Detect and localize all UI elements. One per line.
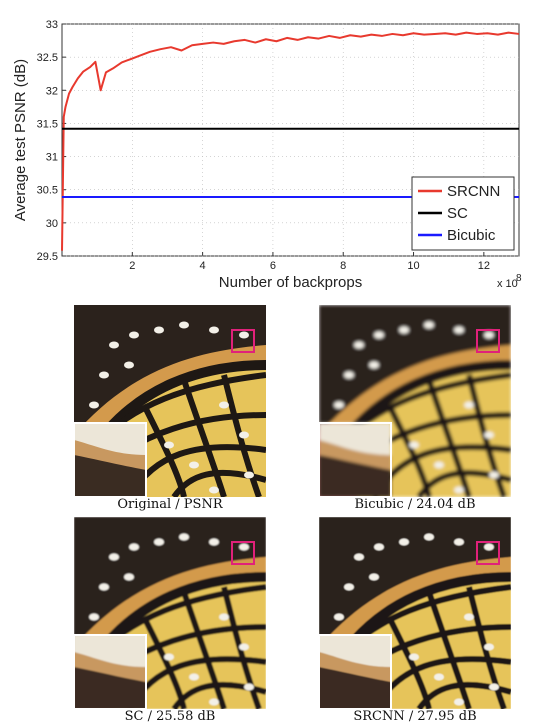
psnr-chart: 2 4 6 8 10 12 29.5 30 30.5 31 31.5 32 32.5 33 Number o… [12, 19, 522, 290]
y-tick-label: 30.5 [37, 185, 58, 197]
x-axis-title: Number of backprops [219, 274, 362, 290]
y-tick-label: 33 [46, 19, 58, 31]
legend-label-sc: SC [447, 205, 468, 222]
legend-label-bicubic: Bicubic [447, 227, 496, 244]
panel-bicubic [319, 305, 511, 497]
y-tick-label: 32 [46, 85, 58, 97]
butterfly-image [74, 305, 266, 497]
x-multiplier-label: x 10 [497, 278, 518, 290]
panel-sc [74, 517, 266, 709]
x-tick-label: 4 [200, 260, 206, 272]
x-tick-label: 6 [270, 260, 276, 272]
caption-bicubic: Bicubic / 24.04 dB [354, 497, 476, 512]
panel-original [74, 305, 266, 497]
x-multiplier-exponent: 8 [516, 273, 522, 284]
butterfly-image [74, 517, 266, 709]
series-line-srcnn [61, 31, 520, 251]
y-tick-label: 32.5 [37, 52, 58, 64]
y-tick-label: 29.5 [37, 251, 58, 263]
panel-srcnn [319, 517, 511, 709]
caption-sc: SC / 25.58 dB [124, 709, 216, 724]
x-tick-label: 12 [478, 260, 490, 272]
y-axis-title: Average test PSNR (dB) [12, 59, 29, 221]
caption-original: Original / PSNR [117, 497, 223, 512]
x-tick-label: 2 [129, 260, 135, 272]
butterfly-image [319, 517, 511, 709]
butterfly-image [319, 305, 511, 497]
x-tick-label: 8 [340, 260, 346, 272]
legend-label-srcnn: SRCNN [447, 183, 500, 200]
y-tick-label: 31.5 [37, 118, 58, 130]
x-tick-label: 10 [407, 260, 419, 272]
caption-srcnn: SRCNN / 27.95 dB [353, 709, 477, 724]
y-tick-label: 30 [46, 218, 58, 230]
y-tick-label: 31 [46, 152, 58, 164]
